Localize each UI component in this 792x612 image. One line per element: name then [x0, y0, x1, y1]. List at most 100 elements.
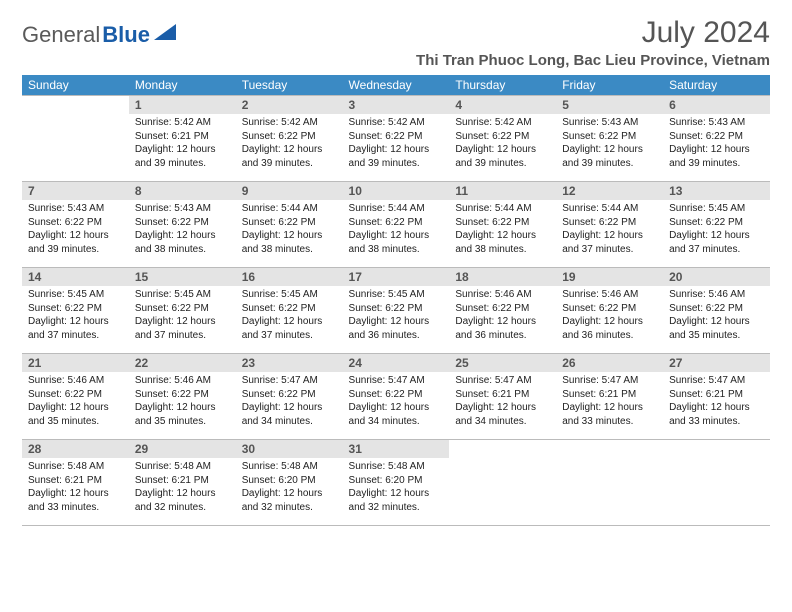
day-details: Sunrise: 5:45 AMSunset: 6:22 PMDaylight:… — [22, 286, 129, 344]
calendar-row: 14Sunrise: 5:45 AMSunset: 6:22 PMDayligh… — [22, 268, 770, 354]
calendar-cell: 10Sunrise: 5:44 AMSunset: 6:22 PMDayligh… — [343, 182, 450, 268]
day-number: 20 — [663, 268, 770, 286]
logo: GeneralBlue — [22, 22, 176, 48]
day-details: Sunrise: 5:42 AMSunset: 6:21 PMDaylight:… — [129, 114, 236, 172]
day-number: 28 — [22, 440, 129, 458]
calendar-row: 1Sunrise: 5:42 AMSunset: 6:21 PMDaylight… — [22, 96, 770, 182]
day-details: Sunrise: 5:47 AMSunset: 6:22 PMDaylight:… — [343, 372, 450, 430]
weekday-header: Monday — [129, 75, 236, 96]
calendar-cell: 1Sunrise: 5:42 AMSunset: 6:21 PMDaylight… — [129, 96, 236, 182]
calendar-cell: 3Sunrise: 5:42 AMSunset: 6:22 PMDaylight… — [343, 96, 450, 182]
title-area: July 2024 Thi Tran Phuoc Long, Bac Lieu … — [416, 16, 770, 69]
calendar-cell: 29Sunrise: 5:48 AMSunset: 6:21 PMDayligh… — [129, 440, 236, 526]
calendar-cell: 22Sunrise: 5:46 AMSunset: 6:22 PMDayligh… — [129, 354, 236, 440]
day-number: 26 — [556, 354, 663, 372]
day-number: 25 — [449, 354, 556, 372]
header: GeneralBlue July 2024 Thi Tran Phuoc Lon… — [22, 16, 770, 69]
calendar-cell: 17Sunrise: 5:45 AMSunset: 6:22 PMDayligh… — [343, 268, 450, 354]
logo-text-1: General — [22, 22, 100, 48]
day-details: Sunrise: 5:47 AMSunset: 6:21 PMDaylight:… — [663, 372, 770, 430]
day-details: Sunrise: 5:43 AMSunset: 6:22 PMDaylight:… — [22, 200, 129, 258]
day-number: 6 — [663, 96, 770, 114]
location-label: Thi Tran Phuoc Long, Bac Lieu Province, … — [416, 52, 770, 69]
calendar-cell: 8Sunrise: 5:43 AMSunset: 6:22 PMDaylight… — [129, 182, 236, 268]
day-number: 2 — [236, 96, 343, 114]
calendar-cell: 26Sunrise: 5:47 AMSunset: 6:21 PMDayligh… — [556, 354, 663, 440]
weekday-header-row: SundayMondayTuesdayWednesdayThursdayFrid… — [22, 75, 770, 96]
calendar-cell-empty — [556, 440, 663, 526]
calendar-row: 7Sunrise: 5:43 AMSunset: 6:22 PMDaylight… — [22, 182, 770, 268]
calendar-table: SundayMondayTuesdayWednesdayThursdayFrid… — [22, 75, 770, 526]
day-details: Sunrise: 5:43 AMSunset: 6:22 PMDaylight:… — [129, 200, 236, 258]
day-number: 23 — [236, 354, 343, 372]
day-number: 5 — [556, 96, 663, 114]
day-details: Sunrise: 5:46 AMSunset: 6:22 PMDaylight:… — [556, 286, 663, 344]
calendar-cell: 28Sunrise: 5:48 AMSunset: 6:21 PMDayligh… — [22, 440, 129, 526]
day-details: Sunrise: 5:42 AMSunset: 6:22 PMDaylight:… — [449, 114, 556, 172]
day-details: Sunrise: 5:47 AMSunset: 6:21 PMDaylight:… — [449, 372, 556, 430]
day-details: Sunrise: 5:46 AMSunset: 6:22 PMDaylight:… — [22, 372, 129, 430]
calendar-cell: 13Sunrise: 5:45 AMSunset: 6:22 PMDayligh… — [663, 182, 770, 268]
weekday-header: Thursday — [449, 75, 556, 96]
day-details: Sunrise: 5:42 AMSunset: 6:22 PMDaylight:… — [236, 114, 343, 172]
logo-triangle-icon — [154, 24, 176, 45]
day-details: Sunrise: 5:42 AMSunset: 6:22 PMDaylight:… — [343, 114, 450, 172]
calendar-cell: 4Sunrise: 5:42 AMSunset: 6:22 PMDaylight… — [449, 96, 556, 182]
weekday-header: Saturday — [663, 75, 770, 96]
day-details: Sunrise: 5:45 AMSunset: 6:22 PMDaylight:… — [343, 286, 450, 344]
weekday-header: Friday — [556, 75, 663, 96]
day-number: 27 — [663, 354, 770, 372]
day-details: Sunrise: 5:48 AMSunset: 6:20 PMDaylight:… — [236, 458, 343, 516]
day-number: 24 — [343, 354, 450, 372]
day-details: Sunrise: 5:44 AMSunset: 6:22 PMDaylight:… — [449, 200, 556, 258]
day-details: Sunrise: 5:43 AMSunset: 6:22 PMDaylight:… — [663, 114, 770, 172]
logo-text-2: Blue — [102, 22, 150, 48]
calendar-cell: 19Sunrise: 5:46 AMSunset: 6:22 PMDayligh… — [556, 268, 663, 354]
day-number: 15 — [129, 268, 236, 286]
day-details: Sunrise: 5:48 AMSunset: 6:21 PMDaylight:… — [129, 458, 236, 516]
calendar-body: 1Sunrise: 5:42 AMSunset: 6:21 PMDaylight… — [22, 96, 770, 526]
calendar-cell: 31Sunrise: 5:48 AMSunset: 6:20 PMDayligh… — [343, 440, 450, 526]
calendar-cell-empty — [22, 96, 129, 182]
day-number: 8 — [129, 182, 236, 200]
calendar-cell: 23Sunrise: 5:47 AMSunset: 6:22 PMDayligh… — [236, 354, 343, 440]
day-details: Sunrise: 5:44 AMSunset: 6:22 PMDaylight:… — [236, 200, 343, 258]
day-number: 14 — [22, 268, 129, 286]
day-details: Sunrise: 5:44 AMSunset: 6:22 PMDaylight:… — [343, 200, 450, 258]
day-number: 17 — [343, 268, 450, 286]
day-number: 9 — [236, 182, 343, 200]
calendar-cell: 11Sunrise: 5:44 AMSunset: 6:22 PMDayligh… — [449, 182, 556, 268]
day-number: 12 — [556, 182, 663, 200]
calendar-cell: 16Sunrise: 5:45 AMSunset: 6:22 PMDayligh… — [236, 268, 343, 354]
calendar-cell: 24Sunrise: 5:47 AMSunset: 6:22 PMDayligh… — [343, 354, 450, 440]
calendar-cell: 21Sunrise: 5:46 AMSunset: 6:22 PMDayligh… — [22, 354, 129, 440]
calendar-cell: 5Sunrise: 5:43 AMSunset: 6:22 PMDaylight… — [556, 96, 663, 182]
day-number: 22 — [129, 354, 236, 372]
calendar-cell: 9Sunrise: 5:44 AMSunset: 6:22 PMDaylight… — [236, 182, 343, 268]
day-number: 3 — [343, 96, 450, 114]
calendar-cell: 14Sunrise: 5:45 AMSunset: 6:22 PMDayligh… — [22, 268, 129, 354]
calendar-cell: 27Sunrise: 5:47 AMSunset: 6:21 PMDayligh… — [663, 354, 770, 440]
day-number: 7 — [22, 182, 129, 200]
day-details: Sunrise: 5:44 AMSunset: 6:22 PMDaylight:… — [556, 200, 663, 258]
calendar-cell: 30Sunrise: 5:48 AMSunset: 6:20 PMDayligh… — [236, 440, 343, 526]
day-number: 10 — [343, 182, 450, 200]
calendar-cell: 20Sunrise: 5:46 AMSunset: 6:22 PMDayligh… — [663, 268, 770, 354]
calendar-cell: 25Sunrise: 5:47 AMSunset: 6:21 PMDayligh… — [449, 354, 556, 440]
calendar-cell-empty — [449, 440, 556, 526]
calendar-cell: 7Sunrise: 5:43 AMSunset: 6:22 PMDaylight… — [22, 182, 129, 268]
day-details: Sunrise: 5:48 AMSunset: 6:21 PMDaylight:… — [22, 458, 129, 516]
day-number: 1 — [129, 96, 236, 114]
day-number: 4 — [449, 96, 556, 114]
day-details: Sunrise: 5:47 AMSunset: 6:22 PMDaylight:… — [236, 372, 343, 430]
day-details: Sunrise: 5:45 AMSunset: 6:22 PMDaylight:… — [129, 286, 236, 344]
month-title: July 2024 — [416, 16, 770, 50]
calendar-cell: 6Sunrise: 5:43 AMSunset: 6:22 PMDaylight… — [663, 96, 770, 182]
day-number: 18 — [449, 268, 556, 286]
calendar-cell: 2Sunrise: 5:42 AMSunset: 6:22 PMDaylight… — [236, 96, 343, 182]
day-details: Sunrise: 5:43 AMSunset: 6:22 PMDaylight:… — [556, 114, 663, 172]
day-number: 31 — [343, 440, 450, 458]
calendar-row: 21Sunrise: 5:46 AMSunset: 6:22 PMDayligh… — [22, 354, 770, 440]
day-details: Sunrise: 5:45 AMSunset: 6:22 PMDaylight:… — [663, 200, 770, 258]
calendar-cell: 18Sunrise: 5:46 AMSunset: 6:22 PMDayligh… — [449, 268, 556, 354]
